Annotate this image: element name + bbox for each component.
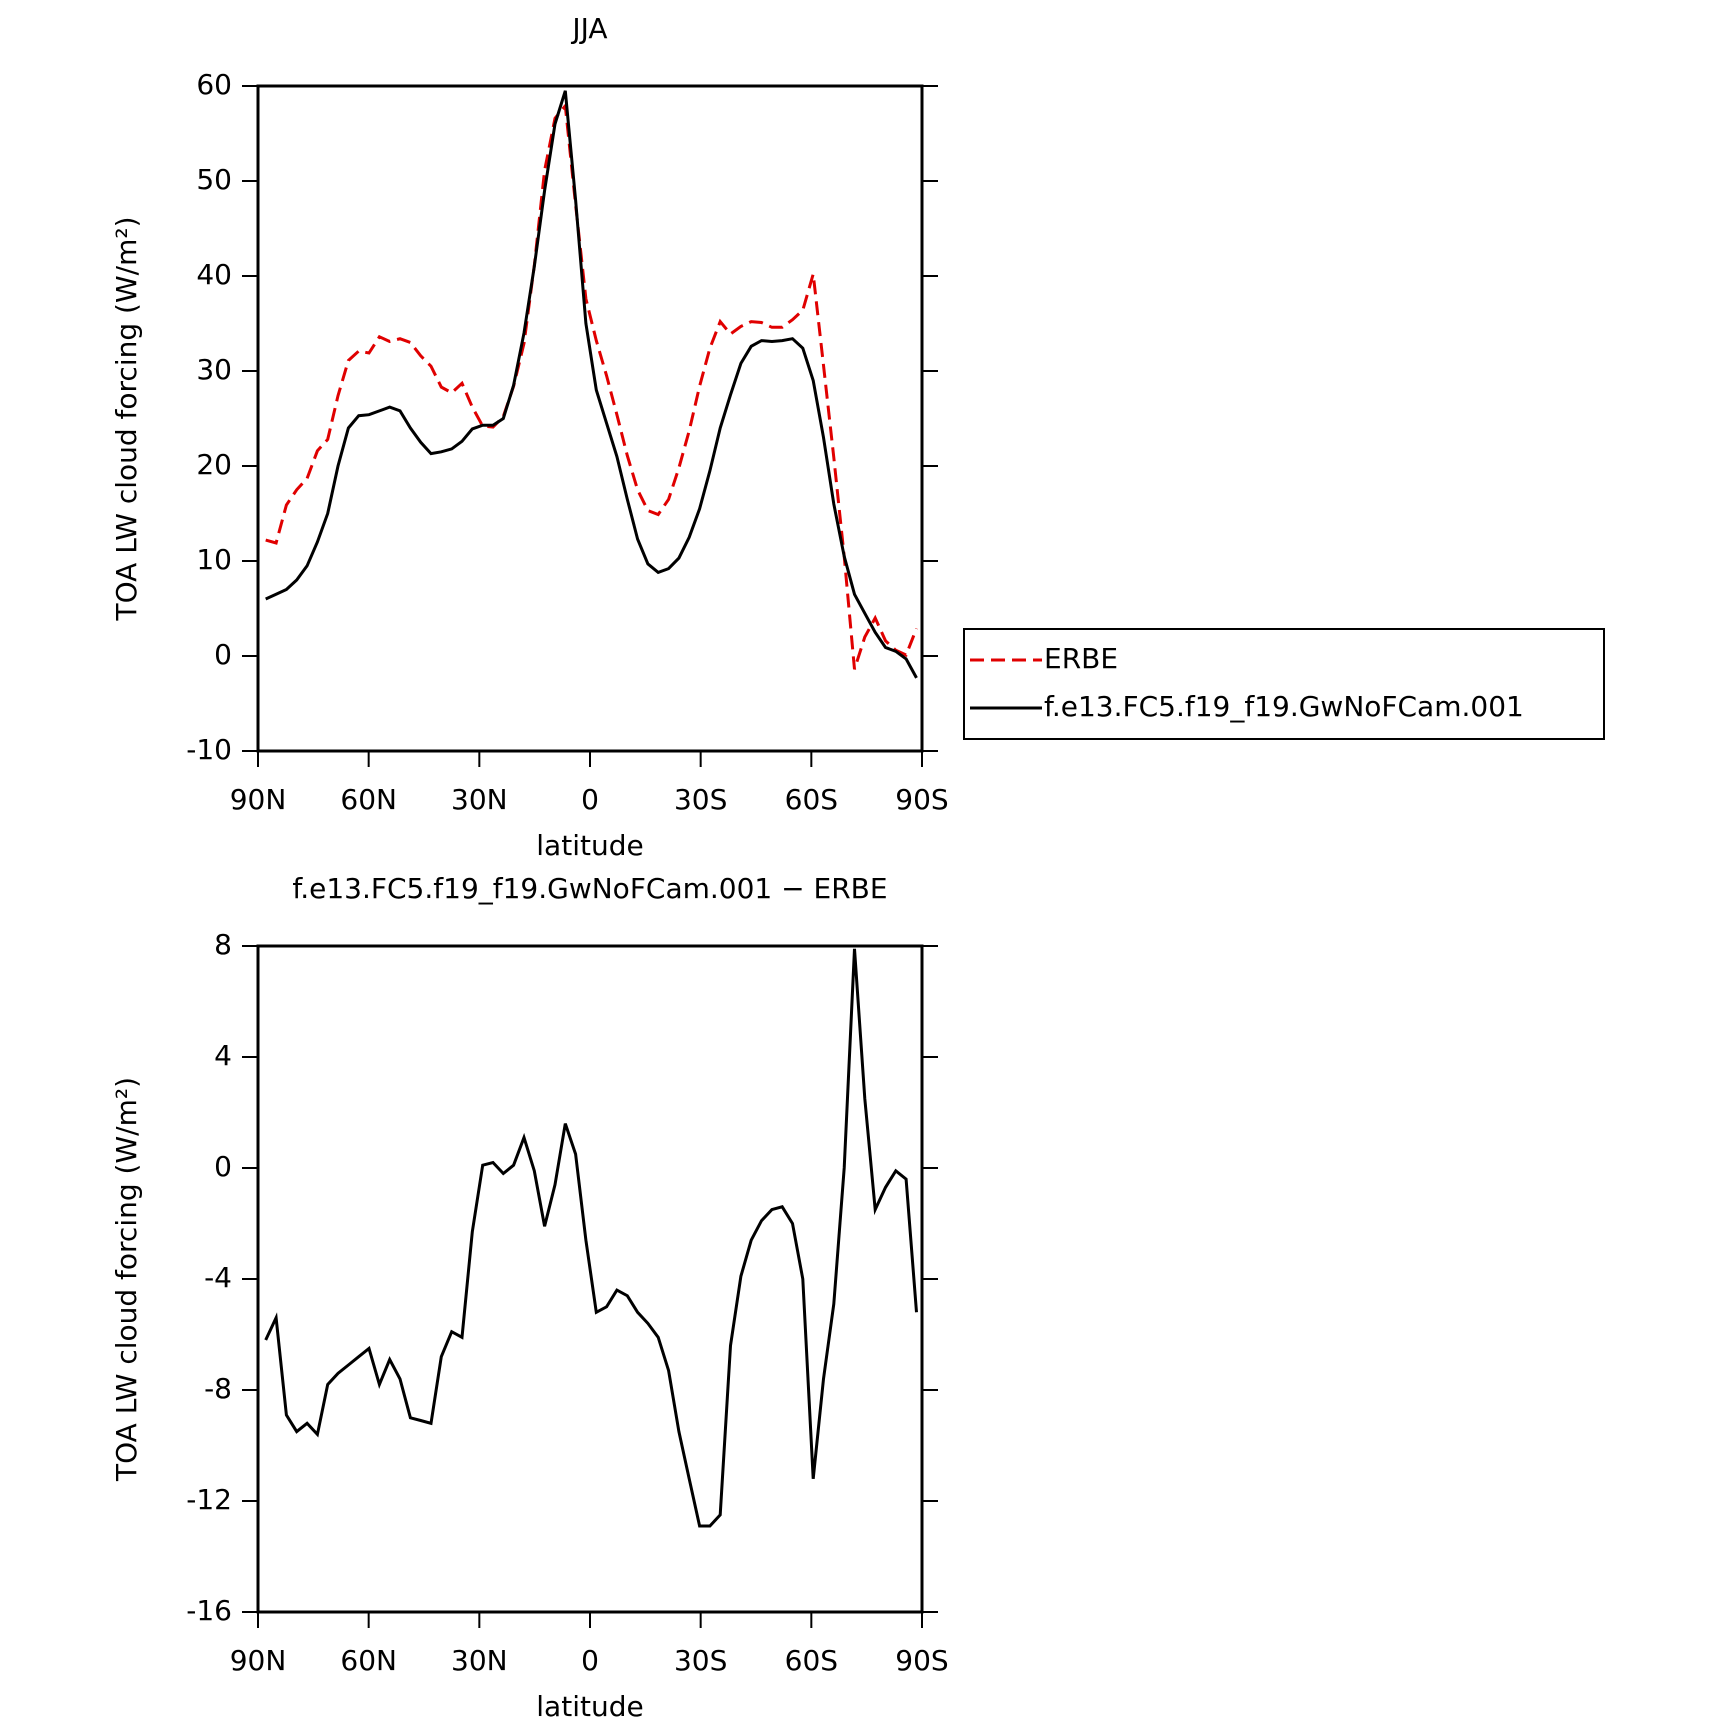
- x-tick-label: 60N: [340, 1644, 397, 1677]
- legend-label: f.e13.FC5.f19_f19.GwNoFCam.001: [1044, 690, 1524, 723]
- y-tick-label: 30: [196, 353, 232, 386]
- y-tick-label: 4: [214, 1039, 232, 1072]
- data-line: [265, 90, 918, 679]
- data-line: [264, 948, 918, 1528]
- y-axis-label: TOA LW cloud forcing (W/m²): [110, 217, 143, 622]
- x-tick-label: 90N: [230, 1644, 287, 1677]
- x-tick-label: 90N: [230, 783, 287, 816]
- plot-frame: [256, 944, 924, 1614]
- x-axis-label: latitude: [536, 1690, 643, 1723]
- y-tick-label: -16: [186, 1594, 232, 1627]
- x-tick-label: 90S: [895, 1644, 948, 1677]
- x-tick-label: 30S: [674, 783, 727, 816]
- x-tick-label: 0: [581, 783, 599, 816]
- y-tick-label: 8: [214, 928, 232, 961]
- y-tick-label: -12: [186, 1483, 232, 1516]
- y-tick-label: 20: [196, 448, 232, 481]
- plot-frame: [256, 84, 924, 753]
- y-tick-label: -10: [186, 733, 232, 766]
- x-axis-label: latitude: [536, 829, 643, 862]
- chart-title: f.e13.FC5.f19_f19.GwNoFCam.001 − ERBE: [292, 872, 887, 905]
- y-tick-label: 0: [214, 638, 232, 671]
- legend-box: [963, 628, 1605, 740]
- y-tick-label: 40: [196, 258, 232, 291]
- data-line: [265, 102, 918, 670]
- x-tick-label: 60S: [785, 783, 838, 816]
- y-tick-label: 0: [214, 1150, 232, 1183]
- x-tick-label: 30N: [451, 1644, 508, 1677]
- y-tick-label: 60: [196, 68, 232, 101]
- x-tick-label: 30N: [451, 783, 508, 816]
- y-tick-label: -4: [204, 1261, 232, 1294]
- x-tick-label: 60S: [785, 1644, 838, 1677]
- y-tick-label: -8: [204, 1372, 232, 1405]
- y-tick-label: 10: [196, 543, 232, 576]
- chart-title: JJA: [570, 12, 607, 45]
- x-tick-label: 90S: [895, 783, 948, 816]
- y-tick-label: 50: [196, 163, 232, 196]
- x-tick-label: 0: [581, 1644, 599, 1677]
- legend-label: ERBE: [1044, 642, 1118, 675]
- x-tick-label: 30S: [674, 1644, 727, 1677]
- x-tick-label: 60N: [340, 783, 397, 816]
- y-axis-label: TOA LW cloud forcing (W/m²): [110, 1077, 143, 1482]
